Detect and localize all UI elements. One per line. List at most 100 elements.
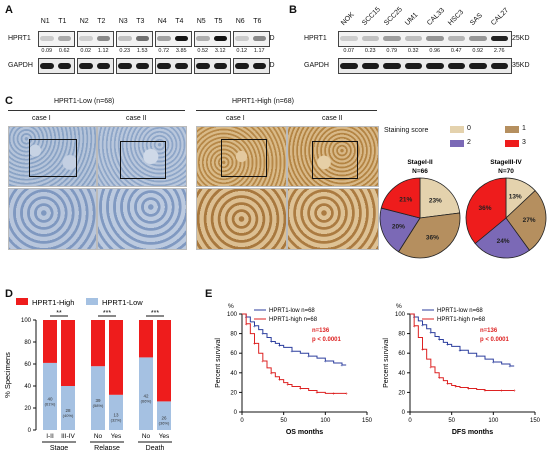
censor-mark: + — [475, 354, 478, 360]
hprt1-band — [404, 36, 422, 41]
blot-strip-hprt1 — [194, 31, 231, 47]
ihc-image-low-case1 — [8, 126, 97, 187]
y-tick-label: 40 — [398, 371, 405, 377]
pie-slice-label: 27% — [523, 217, 536, 224]
blot-strip-hprt1 — [233, 31, 270, 47]
row-label: HPRT1 — [8, 35, 31, 42]
ihc-zoom-low-case1 — [8, 188, 97, 250]
pie-subtitle: N=66 — [412, 168, 428, 175]
x-tick-label: 100 — [488, 418, 499, 424]
zoom-box — [221, 139, 267, 177]
pie-slice — [474, 217, 531, 259]
pie-title: StageI-II — [407, 159, 432, 166]
y-tick-label: 0 — [28, 428, 32, 434]
y-tick-label: 20 — [24, 406, 31, 412]
bar-low — [61, 386, 75, 430]
blot-strip-gapdh — [233, 58, 270, 74]
row-label: HPRT1 — [304, 35, 327, 42]
legend-swatch — [450, 126, 464, 133]
bar-percent: (61%) — [45, 401, 56, 406]
lane-label: SAS — [468, 12, 484, 27]
blot-strip-hprt1 — [77, 31, 114, 47]
y-axis-label: Percent survival — [215, 338, 222, 388]
stat-p: p < 0.0001 — [312, 337, 342, 343]
densitometry-value: 0.07 — [343, 48, 355, 54]
y-tick-label: 60 — [398, 351, 405, 357]
panel-d-label: D — [5, 288, 13, 300]
bar-percent: (58%) — [93, 403, 104, 408]
densitometry-value: 0.72 — [158, 48, 170, 54]
x-tick-label: 0 — [408, 418, 412, 424]
legend-label: HPRT1-low n=68 — [437, 308, 483, 314]
blot-strip-gapdh — [194, 58, 231, 74]
censor-mark: + — [316, 390, 319, 396]
staining-pie-charts: StageI-II N=66 23% 36% 20% 21% StageIII-IV N=70… — [379, 159, 547, 259]
panel-b-label: B — [289, 4, 297, 16]
ihc-image-low-case2 — [97, 126, 187, 187]
censor-mark: + — [484, 388, 487, 394]
densitometry-value: 2.76 — [493, 48, 505, 54]
lane-label: N6 — [235, 18, 245, 25]
y-tick-label: 80 — [24, 340, 31, 346]
densitometry-value: 0.96 — [429, 48, 441, 54]
legend-swatch — [16, 298, 28, 305]
lane-label: N4 — [157, 18, 167, 25]
legend-label: HPRT1-high n=68 — [437, 317, 486, 323]
bar-high — [61, 320, 75, 386]
survival-curve — [242, 313, 347, 366]
blot-strip-hprt1 — [116, 31, 153, 47]
stat-n: n=136 — [312, 328, 330, 334]
densitometry-value: 3.12 — [214, 48, 226, 54]
y-tick-label: 0 — [234, 410, 238, 416]
y-tick-label: 0 — [402, 410, 406, 416]
dfs-survival-curve: % 0 20 40 60 80 100 0 50 100 150 Percent survival DF… — [383, 303, 541, 436]
pie-slice-label: 21% — [399, 197, 412, 204]
lane-label: SCC25 — [382, 6, 404, 27]
legend-label: 2 — [467, 139, 471, 146]
x-tick-label: 100 — [320, 418, 331, 424]
densitometry-value: 0.02 — [80, 48, 92, 54]
bar-low — [157, 401, 171, 430]
kd-label: 35KD — [512, 62, 530, 69]
zoom-box — [312, 141, 358, 179]
blot-strip-hprt1 — [38, 31, 75, 47]
pie-slice-label: 24% — [497, 238, 510, 245]
blot-strip-gapdh — [77, 58, 114, 74]
legend-swatch — [505, 126, 519, 133]
censor-mark: + — [261, 359, 264, 365]
hprt1-band — [383, 36, 401, 41]
legend-label: HPRT1-high n=68 — [269, 317, 318, 323]
lane-label: SCC15 — [361, 6, 383, 27]
bar-count: 28 — [65, 408, 71, 413]
unit-label: % — [228, 303, 234, 310]
x-tick-label: Yes — [111, 433, 122, 440]
low-group-title: HPRT1-Low (n=68) — [54, 98, 115, 105]
y-tick-label: 60 — [24, 362, 31, 368]
lane-label: T1 — [58, 18, 67, 25]
hprt1-band — [447, 36, 465, 41]
censor-mark: + — [413, 324, 416, 330]
gapdh-band — [404, 63, 422, 69]
gapdh-band — [340, 63, 358, 69]
bar-low — [43, 362, 57, 430]
hprt1-band — [57, 36, 71, 41]
y-tick-label: 80 — [230, 332, 237, 338]
densitometry-value: 3.85 — [175, 48, 187, 54]
censor-mark: + — [270, 339, 273, 345]
hprt1-band — [174, 36, 188, 41]
hprt1-band — [252, 36, 266, 41]
case-label: case I — [32, 115, 51, 122]
censor-mark: + — [421, 323, 424, 329]
lane-label: T4 — [175, 18, 184, 25]
stat-n: n=136 — [480, 328, 498, 334]
lane-label: T6 — [253, 18, 262, 25]
lane-label: NOK — [339, 11, 356, 27]
row-label: GAPDH — [8, 62, 33, 69]
ihc-zoom-high-case1 — [196, 188, 287, 250]
hprt1-band — [196, 36, 210, 41]
legend-swatch — [505, 140, 519, 147]
survival-curve — [410, 313, 515, 391]
y-tick-label: 40 — [24, 384, 31, 390]
os-survival-curve: % 0 20 40 60 80 100 0 50 100 150 Percent survival OS… — [215, 303, 373, 436]
hprt1-band — [469, 36, 487, 41]
